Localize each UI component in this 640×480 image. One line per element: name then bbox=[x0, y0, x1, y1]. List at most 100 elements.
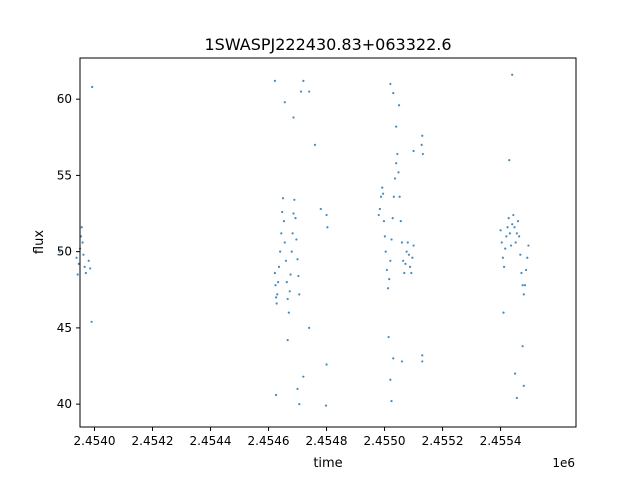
data-point bbox=[511, 223, 514, 226]
data-point bbox=[325, 213, 328, 217]
data-point bbox=[389, 82, 392, 86]
data-point bbox=[273, 79, 277, 82]
data-point bbox=[522, 293, 525, 296]
data-point bbox=[287, 311, 290, 314]
data-point bbox=[76, 273, 79, 276]
x-tick-label: 2.4544 bbox=[190, 434, 232, 448]
data-point bbox=[421, 360, 424, 363]
data-point bbox=[514, 241, 517, 244]
data-point bbox=[400, 241, 404, 244]
data-point bbox=[292, 116, 295, 119]
data-point bbox=[286, 297, 289, 301]
data-point bbox=[324, 404, 328, 407]
data-point bbox=[511, 73, 514, 76]
data-point bbox=[279, 250, 282, 253]
data-point bbox=[379, 195, 383, 198]
data-point bbox=[302, 79, 305, 82]
data-point bbox=[277, 265, 281, 268]
data-point bbox=[389, 259, 392, 262]
data-point bbox=[75, 256, 78, 259]
data-point bbox=[378, 207, 382, 211]
data-point bbox=[386, 287, 390, 290]
x-axis-offset-label: 1e6 bbox=[552, 456, 575, 470]
data-point bbox=[525, 268, 528, 272]
data-point bbox=[281, 197, 285, 200]
x-tick-label: 2.4554 bbox=[480, 434, 522, 448]
data-point bbox=[382, 192, 385, 195]
y-axis-label: flux bbox=[32, 230, 47, 254]
data-point bbox=[283, 241, 286, 244]
data-point bbox=[513, 226, 516, 229]
data-point bbox=[383, 235, 386, 238]
data-point bbox=[505, 235, 508, 238]
data-point bbox=[500, 241, 503, 244]
data-point bbox=[298, 403, 301, 406]
data-point bbox=[410, 271, 413, 275]
data-point bbox=[292, 212, 295, 215]
data-point bbox=[408, 265, 412, 268]
data-point bbox=[397, 104, 401, 107]
y-tick-label: 55 bbox=[57, 168, 72, 182]
data-point bbox=[326, 226, 329, 229]
x-tick-label: 2.4552 bbox=[422, 434, 464, 448]
y-tick-label: 40 bbox=[57, 397, 72, 411]
x-tick-label: 2.4540 bbox=[74, 434, 116, 448]
data-point bbox=[400, 360, 404, 363]
data-point bbox=[412, 244, 415, 247]
data-point bbox=[520, 271, 523, 275]
data-point bbox=[412, 149, 415, 153]
data-point bbox=[389, 378, 392, 381]
data-point bbox=[411, 256, 414, 259]
data-point bbox=[526, 256, 529, 259]
data-point bbox=[91, 85, 94, 89]
data-point bbox=[80, 226, 83, 229]
data-point bbox=[421, 354, 424, 357]
x-tick-label: 2.4542 bbox=[132, 434, 174, 448]
data-point bbox=[399, 220, 402, 223]
data-point bbox=[502, 265, 506, 268]
x-tick-label: 2.4546 bbox=[248, 434, 290, 448]
data-point bbox=[504, 247, 507, 250]
data-point bbox=[81, 241, 84, 244]
data-point bbox=[512, 213, 515, 217]
data-point bbox=[508, 159, 511, 162]
data-point bbox=[274, 393, 278, 397]
data-point bbox=[294, 217, 297, 220]
data-point bbox=[296, 258, 299, 261]
data-point bbox=[397, 171, 400, 174]
data-point bbox=[387, 335, 390, 339]
data-point bbox=[515, 232, 518, 235]
data-point bbox=[313, 143, 317, 147]
data-point bbox=[274, 296, 278, 299]
axes-frame bbox=[79, 57, 577, 428]
data-point bbox=[283, 101, 286, 104]
data-point bbox=[398, 195, 401, 198]
data-point bbox=[83, 265, 86, 268]
x-tick-label: 2.4548 bbox=[306, 434, 348, 448]
data-point bbox=[402, 259, 405, 262]
data-point bbox=[290, 250, 293, 253]
data-point bbox=[295, 238, 298, 241]
data-point bbox=[403, 271, 406, 275]
x-tick-label: 2.4550 bbox=[364, 434, 406, 448]
data-point bbox=[377, 213, 380, 217]
data-points bbox=[58, 73, 530, 407]
data-point bbox=[288, 290, 291, 293]
data-point bbox=[396, 152, 399, 156]
data-point bbox=[515, 396, 518, 400]
data-point bbox=[385, 268, 388, 272]
data-point bbox=[406, 241, 409, 244]
x-axis-ticks: 2.4540 2.4542 2.4544 2.4546 2.4548 2.4550 2.45… bbox=[74, 427, 522, 448]
data-point bbox=[518, 235, 521, 238]
data-point bbox=[523, 284, 527, 287]
data-point bbox=[299, 90, 303, 93]
x-axis-label: time bbox=[313, 456, 342, 471]
data-point bbox=[284, 259, 288, 262]
data-point bbox=[521, 345, 524, 348]
data-point bbox=[282, 220, 286, 223]
data-point bbox=[293, 198, 296, 201]
data-point bbox=[522, 384, 525, 387]
data-point bbox=[506, 226, 509, 229]
data-point bbox=[421, 152, 424, 156]
